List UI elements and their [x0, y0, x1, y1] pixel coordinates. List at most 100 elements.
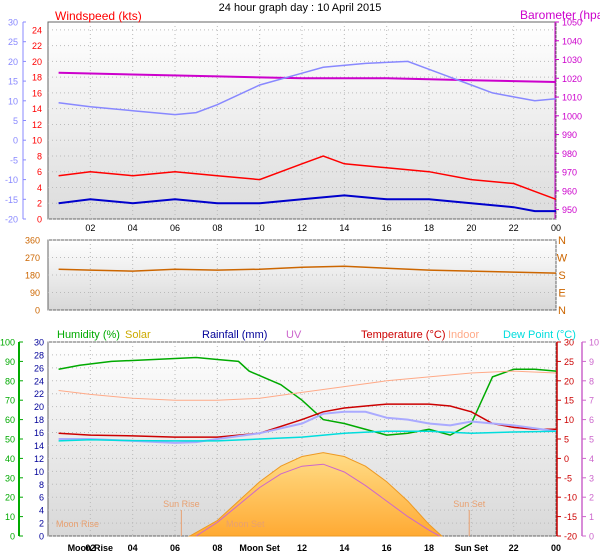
humidity-tick-label: 70: [5, 396, 15, 406]
rainfall-tick-label: 26: [34, 363, 44, 373]
rainfall-tick-label: 6: [39, 493, 44, 503]
wind-direction-line: [58, 265, 557, 274]
compass-label: W: [557, 253, 568, 265]
top-x-tick-label: 20: [466, 223, 476, 233]
humidity-tick-label: 10: [5, 512, 15, 522]
rainfall-tick-label: 16: [34, 428, 44, 438]
rainfall-tick-label: 8: [39, 480, 44, 490]
top-x-tick-label: 14: [339, 223, 349, 233]
barometer-line: [58, 71, 557, 83]
windspeed-tick-label: 8: [37, 151, 42, 161]
wind-direction-tick-label: 0: [35, 306, 40, 316]
top-outer-left-tick-label: 30: [8, 18, 18, 28]
legend-entry: UV: [286, 329, 302, 341]
barometer-tick-label: 970: [562, 168, 577, 178]
compass-label: S: [558, 270, 565, 282]
bottom-x-tick-label: 00: [551, 543, 561, 553]
wind-direction-tick-label: 90: [30, 288, 40, 298]
top-x-tick-label: 08: [212, 223, 222, 233]
wind-direction-tick-label: 360: [25, 236, 40, 246]
humidity-tick-label: 80: [5, 376, 15, 386]
uv-line: [195, 463, 440, 537]
compass-label: E: [558, 288, 565, 300]
humidity-tick-label: 60: [5, 415, 15, 425]
barometer-tick-label: 1020: [562, 74, 582, 84]
windspeed-tick-label: 10: [32, 136, 42, 146]
humidity-tick-label: 40: [5, 454, 15, 464]
windspeed-tick-label: 0: [37, 215, 42, 225]
solar-area: [187, 452, 443, 537]
sun-set-label: Sun Set: [453, 499, 486, 509]
barometer-tick-label: 980: [562, 149, 577, 159]
temperature-tick-label: 25: [564, 357, 574, 367]
temperature-tick-label: 10: [564, 415, 574, 425]
humidity-tick-label: 0: [10, 532, 15, 542]
top-x-tick-label: 04: [128, 223, 138, 233]
windspeed-gust-line: [58, 155, 557, 201]
top-x-tick-label: 22: [509, 223, 519, 233]
uv-tick-label: 8: [589, 376, 594, 386]
windspeed-avg-line: [58, 194, 556, 213]
temp-secondary-line: [58, 410, 557, 444]
temperature-tick-label: -15: [564, 512, 577, 522]
temperature-tick-label: 20: [564, 376, 574, 386]
barometer-tick-label: 990: [562, 130, 577, 140]
bottom-x-tick-label: 08: [212, 543, 222, 553]
rainfall-tick-label: 14: [34, 441, 44, 451]
top-x-tick-label: 06: [170, 223, 180, 233]
uv-tick-label: 6: [589, 415, 594, 425]
top-panel-frame: [47, 21, 557, 220]
rainfall-tick-label: 20: [34, 402, 44, 412]
top-outer-left-tick-label: -20: [5, 215, 18, 225]
bottom-x-tick-label: 02: [85, 543, 95, 553]
bottom-x-tick-label: 16: [382, 543, 392, 553]
humidity-tick-label: 90: [5, 357, 15, 367]
wind-direction-tick-label: 270: [25, 253, 40, 263]
uv-tick-label: 4: [589, 454, 594, 464]
barometer-tick-label: 950: [562, 205, 577, 215]
legend-entry: Humidity (%): [57, 329, 120, 341]
rainfall-tick-label: 4: [39, 506, 44, 516]
top-x-tick-label: 18: [424, 223, 434, 233]
legend-entry: Solar: [125, 329, 151, 341]
top-outer-left-tick-label: 5: [13, 116, 18, 126]
temperature-tick-label: -10: [564, 493, 577, 503]
temperature-tick-label: 30: [564, 338, 574, 348]
top-outer-left-tick-label: 10: [8, 96, 18, 106]
humidity-tick-label: 100: [0, 338, 15, 348]
bottom-x-tick-label: 12: [297, 543, 307, 553]
top-x-tick-label: 10: [255, 223, 265, 233]
temperature-tick-label: 0: [564, 454, 569, 464]
rainfall-tick-label: 12: [34, 454, 44, 464]
bottom-x-tick-label: 18: [424, 543, 434, 553]
bottom-x-tick-label: 04: [128, 543, 138, 553]
compass-label: N: [558, 305, 566, 317]
barometer-tick-label: 1040: [562, 36, 582, 46]
rainfall-tick-label: 22: [34, 389, 44, 399]
humidity-tick-label: 50: [5, 435, 15, 445]
bottom-x-tick-label: Moon Set: [239, 543, 280, 553]
windspeed-tick-label: 20: [32, 57, 42, 67]
temperature-tick-label: -20: [564, 532, 577, 542]
legend-entry: Temperature (°C): [361, 329, 445, 341]
top-x-tick-label: 16: [382, 223, 392, 233]
bottom-x-tick-label: 14: [339, 543, 349, 553]
uv-tick-label: 1: [589, 512, 594, 522]
rainfall-tick-label: 24: [34, 376, 44, 386]
temperature-tick-label: 15: [564, 396, 574, 406]
barometer-tick-label: 1030: [562, 55, 582, 65]
bottom-x-tick-label: Moon Rise: [68, 543, 114, 553]
moon-rise-label: Moon Rise: [56, 519, 99, 529]
top-x-tick-label: 00: [551, 223, 561, 233]
bottom-x-tick-label: 06: [170, 543, 180, 553]
sun-rise-label: Sun Rise: [163, 499, 200, 509]
windspeed-tick-label: 6: [37, 167, 42, 177]
top-outer-left-tick-label: -15: [5, 195, 18, 205]
barometer-tick-label: 1010: [562, 93, 582, 103]
rainfall-tick-label: 2: [39, 519, 44, 529]
windspeed-tick-label: 18: [32, 73, 42, 83]
uv-tick-label: 5: [589, 435, 594, 445]
temp-outer-line: [58, 60, 557, 116]
legend-entry: Dew Point (°C): [503, 329, 576, 341]
